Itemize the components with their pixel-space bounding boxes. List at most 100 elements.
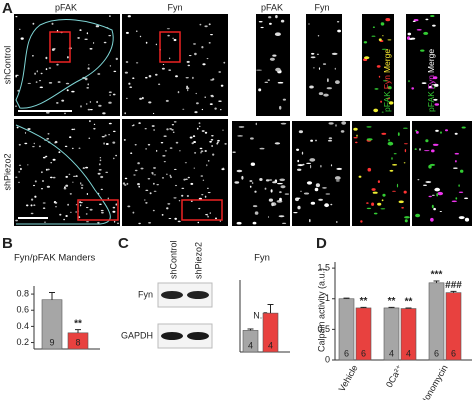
puncta — [89, 208, 93, 211]
puncta — [360, 220, 363, 223]
puncta — [237, 135, 244, 137]
puncta — [190, 182, 194, 185]
puncta — [127, 15, 131, 18]
puncta — [196, 127, 199, 130]
puncta — [152, 209, 155, 212]
puncta — [156, 149, 158, 152]
puncta — [89, 109, 93, 111]
puncta — [148, 75, 152, 78]
puncta — [313, 67, 315, 69]
puncta — [416, 131, 419, 134]
puncta — [215, 217, 217, 220]
puncta — [420, 49, 425, 52]
merge-word: Merge — [382, 49, 392, 73]
puncta — [455, 160, 457, 163]
puncta — [40, 188, 44, 190]
puncta — [87, 108, 91, 111]
puncta — [104, 134, 107, 137]
puncta — [430, 217, 434, 222]
puncta — [103, 41, 107, 44]
puncta — [80, 105, 82, 108]
puncta — [84, 77, 88, 81]
puncta — [267, 79, 270, 81]
puncta — [18, 181, 20, 184]
puncta — [199, 125, 201, 128]
puncta — [328, 137, 333, 140]
puncta — [209, 140, 213, 143]
puncta — [433, 207, 436, 211]
puncta — [181, 194, 184, 197]
puncta — [374, 88, 379, 90]
puncta — [32, 146, 35, 148]
puncta — [425, 181, 432, 183]
puncta — [316, 53, 319, 55]
puncta — [115, 57, 119, 61]
puncta — [85, 166, 89, 169]
puncta — [458, 216, 465, 220]
puncta — [194, 152, 197, 154]
puncta — [99, 159, 102, 162]
puncta — [433, 98, 438, 101]
puncta — [206, 58, 209, 60]
puncta — [173, 121, 177, 123]
puncta — [50, 162, 52, 164]
puncta — [241, 175, 244, 180]
puncta — [411, 87, 415, 90]
puncta — [48, 67, 52, 69]
error-bar — [343, 297, 350, 299]
puncta — [32, 22, 35, 25]
puncta — [258, 88, 262, 92]
puncta — [403, 127, 408, 129]
panel-letter: C — [118, 235, 129, 252]
puncta — [206, 213, 208, 216]
puncta — [204, 25, 208, 28]
n-label: 6 — [361, 348, 366, 358]
puncta — [404, 219, 408, 223]
puncta — [437, 191, 444, 196]
puncta — [108, 134, 110, 136]
puncta — [188, 55, 192, 57]
puncta — [78, 147, 81, 149]
puncta — [464, 197, 469, 200]
puncta — [89, 48, 93, 50]
micrograph — [14, 14, 120, 116]
puncta — [224, 143, 227, 145]
puncta — [272, 181, 277, 184]
puncta — [388, 101, 394, 105]
puncta — [322, 63, 327, 65]
puncta — [306, 162, 311, 164]
puncta — [284, 193, 290, 195]
puncta — [151, 173, 154, 175]
puncta — [200, 175, 204, 177]
puncta — [433, 76, 438, 80]
puncta — [140, 167, 144, 170]
puncta — [134, 169, 138, 172]
puncta — [45, 56, 48, 60]
puncta — [186, 85, 188, 88]
puncta — [66, 89, 69, 92]
puncta — [464, 217, 470, 222]
puncta — [431, 194, 435, 196]
puncta — [68, 173, 71, 175]
puncta — [51, 48, 55, 51]
puncta — [251, 182, 254, 184]
puncta — [124, 112, 126, 115]
puncta — [88, 64, 90, 66]
puncta — [153, 182, 155, 185]
puncta — [458, 191, 464, 193]
puncta — [148, 101, 152, 104]
puncta — [382, 193, 386, 197]
panel-letter: D — [316, 235, 327, 252]
micrograph — [352, 121, 410, 226]
puncta — [77, 37, 80, 39]
puncta — [250, 162, 256, 166]
puncta — [93, 123, 96, 125]
puncta — [141, 96, 144, 100]
puncta — [108, 101, 112, 104]
puncta — [435, 129, 439, 132]
puncta — [200, 152, 202, 154]
puncta — [112, 93, 116, 96]
puncta — [99, 203, 102, 205]
y-tick-label: 0.4 — [16, 321, 29, 331]
puncta — [296, 197, 301, 199]
